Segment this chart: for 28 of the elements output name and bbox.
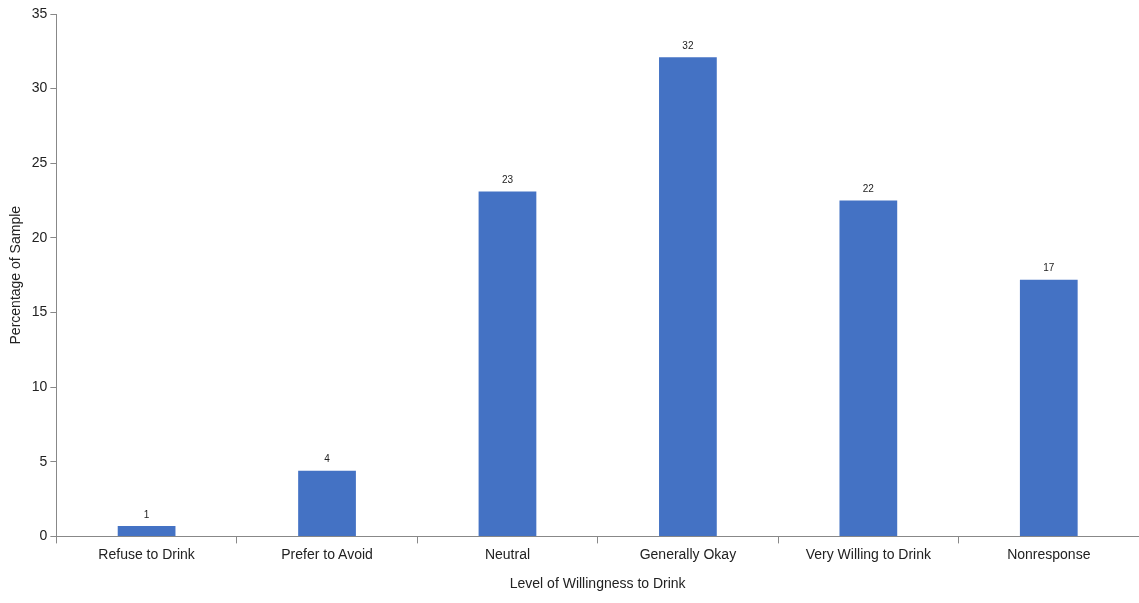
y-tick-label: 25 [31, 154, 48, 171]
x-axis-title: Level of Willingness to Drink [509, 575, 687, 592]
data-label: 1 [143, 508, 150, 520]
x-tick-label: Generally Okay [639, 545, 737, 562]
y-tick-label: 0 [39, 527, 48, 544]
y-tick-label: 5 [39, 452, 48, 469]
x-tick-label: Very Willing to Drink [805, 545, 932, 562]
bar [117, 525, 176, 536]
bar [1019, 279, 1078, 536]
y-tick-label: 10 [31, 378, 48, 394]
data-label: 17 [1043, 262, 1055, 274]
bar [298, 470, 356, 536]
x-tick-label: Neutral [484, 545, 531, 562]
y-tick-label: 35 [31, 4, 48, 21]
bar [659, 57, 717, 536]
y-axis-title: Percentage of Sample [7, 205, 24, 345]
data-label: 23 [501, 174, 514, 186]
bar [478, 191, 537, 536]
data-label: 22 [862, 183, 875, 195]
x-tick-label: Nonresponse [1007, 545, 1091, 562]
y-tick-label: 20 [31, 228, 48, 245]
data-label: 32 [682, 40, 694, 52]
x-tick-label: Refuse to Drink [98, 545, 196, 562]
bar [839, 200, 898, 536]
y-tick-label: 30 [31, 79, 48, 96]
data-label: 4 [324, 453, 331, 465]
y-tick-label: 15 [31, 303, 48, 320]
x-tick-label: Prefer to Avoid [281, 545, 373, 562]
